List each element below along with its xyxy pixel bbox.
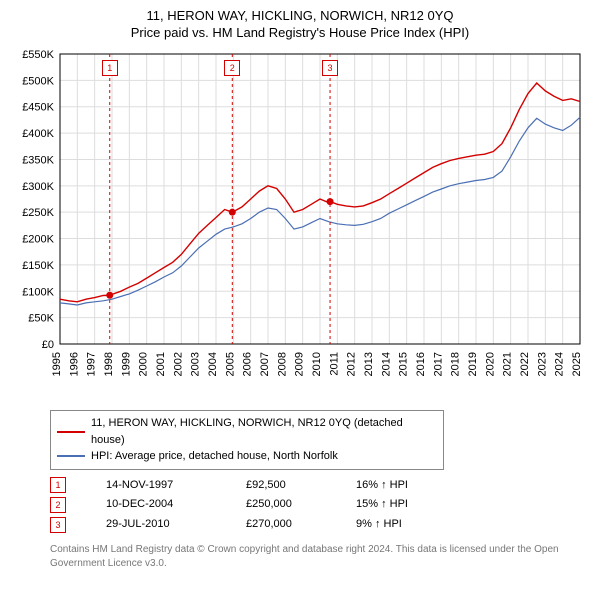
svg-text:2012: 2012 xyxy=(346,352,358,376)
svg-text:2024: 2024 xyxy=(554,352,566,376)
svg-text:£0: £0 xyxy=(42,339,54,351)
sale-badge-icon: 2 xyxy=(50,497,66,513)
svg-text:2014: 2014 xyxy=(380,352,392,376)
svg-text:2002: 2002 xyxy=(172,352,184,376)
chart-area: £0 £50K £100K £150K £200K £250K £300K £350K £400… xyxy=(10,44,590,404)
svg-text:£450K: £450K xyxy=(22,102,54,114)
svg-text:£200K: £200K xyxy=(22,234,54,246)
svg-text:2007: 2007 xyxy=(259,352,271,376)
svg-text:1998: 1998 xyxy=(103,352,115,376)
svg-text:2003: 2003 xyxy=(190,352,202,376)
legend-label-hpi: HPI: Average price, detached house, Nort… xyxy=(91,448,338,465)
svg-text:£550K: £550K xyxy=(22,49,54,61)
sale-price: £270,000 xyxy=(246,515,316,535)
sale-diff: 9% ↑ HPI xyxy=(356,515,436,535)
svg-text:2023: 2023 xyxy=(536,352,548,376)
svg-text:2017: 2017 xyxy=(432,352,444,376)
svg-text:2010: 2010 xyxy=(311,352,323,376)
footer-attribution: Contains HM Land Registry data © Crown c… xyxy=(50,543,580,571)
chart-svg: £0 £50K £100K £150K £200K £250K £300K £350K £400… xyxy=(10,44,590,404)
plot-sale-badge-icon: 2 xyxy=(224,60,240,76)
svg-text:£250K: £250K xyxy=(22,207,54,219)
sale-row: 2 10-DEC-2004 £250,000 15% ↑ HPI xyxy=(50,495,580,515)
chart-subtitle: Price paid vs. HM Land Registry's House … xyxy=(10,25,590,40)
svg-text:1995: 1995 xyxy=(51,352,63,376)
svg-text:2022: 2022 xyxy=(519,352,531,376)
svg-text:£400K: £400K xyxy=(22,128,54,140)
sale-diff: 16% ↑ HPI xyxy=(356,476,436,496)
title-block: 11, HERON WAY, HICKLING, NORWICH, NR12 0… xyxy=(0,0,600,44)
sale-badge-icon: 3 xyxy=(50,517,66,533)
svg-text:2025: 2025 xyxy=(571,352,583,376)
sale-price: £250,000 xyxy=(246,495,316,515)
svg-text:2011: 2011 xyxy=(328,352,340,376)
svg-text:£300K: £300K xyxy=(22,181,54,193)
sale-date: 29-JUL-2010 xyxy=(106,515,206,535)
sale-diff: 15% ↑ HPI xyxy=(356,495,436,515)
svg-text:2021: 2021 xyxy=(502,352,514,376)
svg-text:£50K: £50K xyxy=(28,313,54,325)
sale-badge-icon: 1 xyxy=(50,477,66,493)
svg-text:1999: 1999 xyxy=(120,352,132,376)
sale-row: 3 29-JUL-2010 £270,000 9% ↑ HPI xyxy=(50,515,580,535)
page-root: 11, HERON WAY, HICKLING, NORWICH, NR12 0… xyxy=(0,0,600,571)
legend-row: HPI: Average price, detached house, Nort… xyxy=(57,448,437,465)
svg-text:£100K: £100K xyxy=(22,286,54,298)
svg-text:2005: 2005 xyxy=(224,352,236,376)
sales-table: 1 14-NOV-1997 £92,500 16% ↑ HPI 2 10-DEC… xyxy=(50,476,580,535)
svg-text:2019: 2019 xyxy=(467,352,479,376)
plot-sale-badge-icon: 1 xyxy=(102,60,118,76)
plot-sale-badge-icon: 3 xyxy=(322,60,338,76)
svg-text:2004: 2004 xyxy=(207,352,219,376)
svg-text:1997: 1997 xyxy=(86,352,98,376)
sale-date: 14-NOV-1997 xyxy=(106,476,206,496)
legend-swatch-hpi xyxy=(57,455,85,457)
svg-text:2008: 2008 xyxy=(276,352,288,376)
sale-row: 1 14-NOV-1997 £92,500 16% ↑ HPI xyxy=(50,476,580,496)
svg-text:2018: 2018 xyxy=(450,352,462,376)
sale-date: 10-DEC-2004 xyxy=(106,495,206,515)
legend-swatch-property xyxy=(57,431,85,433)
legend-label-property: 11, HERON WAY, HICKLING, NORWICH, NR12 0… xyxy=(91,415,437,448)
svg-text:2013: 2013 xyxy=(363,352,375,376)
svg-text:£500K: £500K xyxy=(22,75,54,87)
svg-text:2015: 2015 xyxy=(398,352,410,376)
svg-text:2020: 2020 xyxy=(484,352,496,376)
svg-text:1996: 1996 xyxy=(68,352,80,376)
svg-text:£350K: £350K xyxy=(22,154,54,166)
svg-text:2001: 2001 xyxy=(155,352,167,376)
chart-title: 11, HERON WAY, HICKLING, NORWICH, NR12 0… xyxy=(10,8,590,23)
svg-text:2000: 2000 xyxy=(138,352,150,376)
legend-row: 11, HERON WAY, HICKLING, NORWICH, NR12 0… xyxy=(57,415,437,448)
svg-text:2016: 2016 xyxy=(415,352,427,376)
svg-text:£150K: £150K xyxy=(22,260,54,272)
legend-box: 11, HERON WAY, HICKLING, NORWICH, NR12 0… xyxy=(50,410,444,470)
svg-text:2009: 2009 xyxy=(294,352,306,376)
sale-price: £92,500 xyxy=(246,476,316,496)
svg-text:2006: 2006 xyxy=(242,352,254,376)
